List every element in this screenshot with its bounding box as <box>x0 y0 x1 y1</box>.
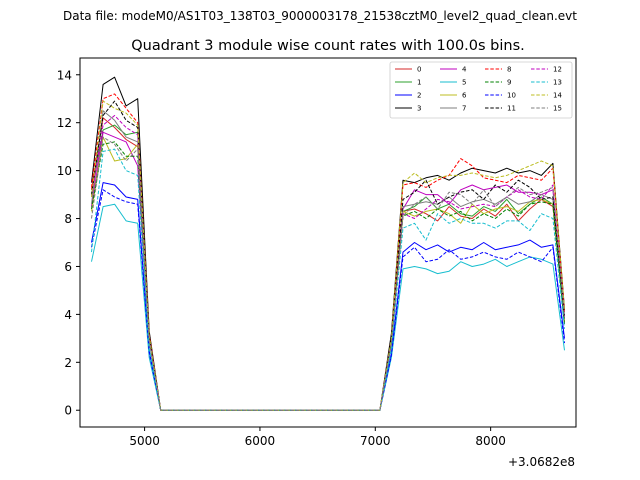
legend-label-3: 3 <box>417 105 421 113</box>
series-line-6 <box>91 136 565 411</box>
series-line-10 <box>91 189 565 411</box>
legend-item-11: 11 <box>485 105 516 113</box>
series-line-3 <box>91 76 565 411</box>
series-line-12 <box>91 115 565 411</box>
x-tick-label-5000: 5000 <box>129 434 160 448</box>
legend-label-10: 10 <box>507 92 516 100</box>
x-axis: 5000 6000 7000 8000 <box>129 427 506 448</box>
legend-label-1: 1 <box>417 79 421 87</box>
legend-item-6: 6 <box>440 92 467 100</box>
y-tick-label-8: 8 <box>64 212 72 226</box>
series-line-1 <box>91 124 565 411</box>
legend-label-2: 2 <box>417 92 421 100</box>
series-line-0 <box>91 117 565 411</box>
series-line-11 <box>91 100 565 411</box>
legend-item-9: 9 <box>485 79 511 87</box>
y-tick-label-6: 6 <box>64 260 72 274</box>
legend-label-9: 9 <box>507 79 511 87</box>
legend-label-15: 15 <box>553 105 562 113</box>
legend-item-15: 15 <box>531 105 562 113</box>
series-line-8 <box>91 93 565 411</box>
legend-label-7: 7 <box>462 105 466 113</box>
x-axis-offset-label: +3.0682e8 <box>508 455 575 469</box>
legend-item-0: 0 <box>395 66 421 74</box>
y-tick-label-14: 14 <box>57 68 72 82</box>
y-tick-label-0: 0 <box>64 404 72 418</box>
legend-item-8: 8 <box>485 66 511 74</box>
x-tick-label-8000: 8000 <box>475 434 506 448</box>
legend-frame <box>389 61 573 119</box>
legend-label-0: 0 <box>417 66 421 74</box>
series-layer <box>91 76 565 411</box>
series-line-14 <box>91 100 565 411</box>
legend-label-12: 12 <box>553 66 562 74</box>
y-tick-label-10: 10 <box>57 164 72 178</box>
data-file-suptitle: Data file: modeM0/AS1T03_138T03_90000031… <box>63 9 577 23</box>
legend-item-7: 7 <box>440 105 466 113</box>
legend-label-11: 11 <box>507 105 516 113</box>
legend-item-1: 1 <box>395 79 421 87</box>
y-tick-label-4: 4 <box>64 308 72 322</box>
x-tick-label-6000: 6000 <box>245 434 276 448</box>
legend-label-13: 13 <box>553 79 562 87</box>
legend-item-5: 5 <box>440 79 466 87</box>
chart-title: Quadrant 3 module wise count rates with … <box>131 38 525 54</box>
y-axis: 0 2 4 6 8 10 12 14 <box>57 68 80 418</box>
y-tick-label-2: 2 <box>64 356 72 370</box>
x-tick-label-7000: 7000 <box>360 434 391 448</box>
legend-item-4: 4 <box>440 66 467 74</box>
legend-label-8: 8 <box>507 66 511 74</box>
series-line-9 <box>91 141 565 411</box>
legend-item-14: 14 <box>531 92 562 100</box>
legend-item-12: 12 <box>531 66 562 74</box>
series-line-15 <box>91 136 565 411</box>
y-tick-label-12: 12 <box>57 116 72 130</box>
legend-label-5: 5 <box>462 79 466 87</box>
legend-item-10: 10 <box>485 92 516 100</box>
legend-label-14: 14 <box>553 92 562 100</box>
series-line-5 <box>91 203 565 411</box>
legend-item-3: 3 <box>395 105 421 113</box>
legend-label-6: 6 <box>462 92 467 100</box>
legend-item-2: 2 <box>395 92 421 100</box>
axes-frame <box>79 57 577 428</box>
legend-label-4: 4 <box>462 66 467 74</box>
series-line-2 <box>91 182 565 411</box>
series-line-4 <box>91 131 565 411</box>
legend-item-13: 13 <box>531 79 562 87</box>
